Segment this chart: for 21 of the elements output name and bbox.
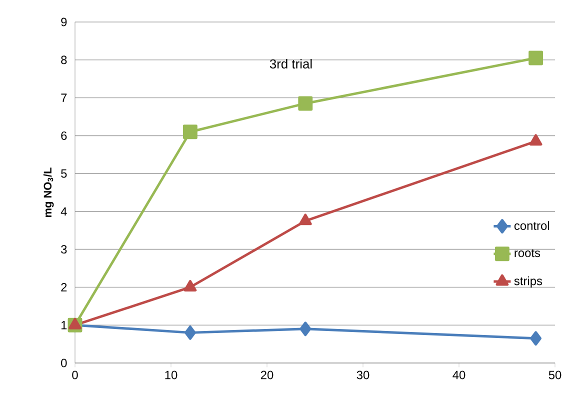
legend-label: control — [514, 221, 550, 230]
y-tick-label: 6 — [61, 131, 67, 140]
x-tick-label: 20 — [260, 370, 274, 380]
x-tick-label: 0 — [72, 370, 78, 380]
y-tick-label: 3 — [61, 245, 67, 254]
y-tick-label: 0 — [61, 358, 67, 368]
text: 3rd trial — [270, 59, 312, 69]
y-tick-label: 9 — [61, 18, 67, 26]
x-tick-label: 50 — [548, 370, 562, 380]
legend-label: strips — [514, 276, 542, 288]
x-tick-label: 30 — [356, 370, 370, 380]
y-tick-label: 8 — [61, 56, 67, 64]
y-tick-label: 4 — [60, 207, 67, 216]
x-tick-label: 40 — [452, 370, 466, 380]
y-tick-label: 7 — [61, 94, 67, 102]
x-tick-label: 10 — [165, 370, 178, 380]
y-axis-title: mg NO$_{3}$/L — [43, 168, 54, 217]
y-tick-label: 2 — [61, 283, 67, 292]
y-tick-label: 5 — [61, 169, 67, 178]
legend-label: roots — [514, 249, 540, 258]
y-tick-label: 1 — [61, 321, 67, 330]
